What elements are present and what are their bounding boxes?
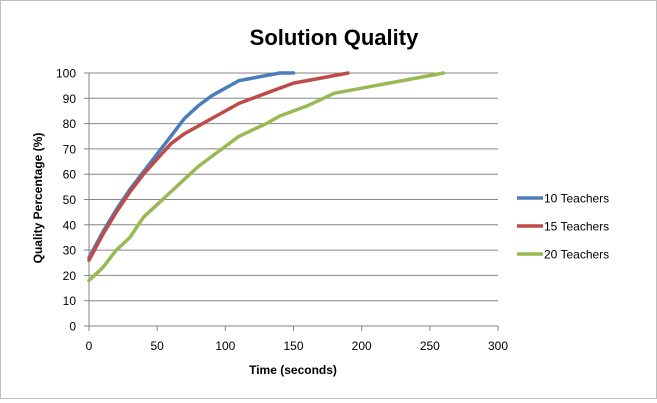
x-tick-label: 50	[150, 339, 164, 353]
x-tick-label: 200	[352, 339, 372, 353]
x-tick-label: 250	[420, 339, 440, 353]
legend-label-2: 15 Teachers	[544, 220, 609, 234]
y-tick-label: 60	[63, 168, 77, 182]
y-tick-label: 80	[63, 117, 77, 131]
gridlines	[89, 72, 498, 302]
series-lines	[87, 71, 446, 283]
series-line-2	[87, 71, 350, 262]
y-tick-label: 30	[63, 244, 77, 258]
chart-title: Solution Quality	[250, 25, 419, 50]
series-line-3	[87, 71, 446, 283]
series-line-1	[87, 71, 296, 260]
y-tick-label: 40	[63, 218, 77, 232]
y-tick-label: 20	[63, 269, 77, 283]
x-tick-label: 150	[283, 339, 303, 353]
y-tick-label: 100	[56, 67, 76, 81]
x-axis-label: Time (seconds)	[249, 363, 337, 377]
x-tick-label: 300	[488, 339, 508, 353]
y-tick-label: 90	[63, 92, 77, 106]
legend-label-3: 20 Teachers	[544, 248, 609, 262]
tick-labels: 0 10 20 30 40 50 60 70 80 90 100 0 50 100 150 200 250 300	[56, 67, 508, 354]
axes	[84, 72, 499, 331]
y-tick-label: 10	[63, 294, 77, 308]
y-axis-label: Quality Percentage (%)	[31, 133, 45, 264]
x-tick-label: 0	[86, 339, 93, 353]
legend: 10 Teachers 15 Teachers 20 Teachers	[517, 192, 609, 262]
y-tick-label: 70	[63, 142, 77, 156]
x-tick-label: 100	[215, 339, 235, 353]
y-tick-label: 50	[63, 193, 77, 207]
legend-label-1: 10 Teachers	[544, 192, 609, 206]
y-tick-label: 0	[69, 320, 76, 334]
